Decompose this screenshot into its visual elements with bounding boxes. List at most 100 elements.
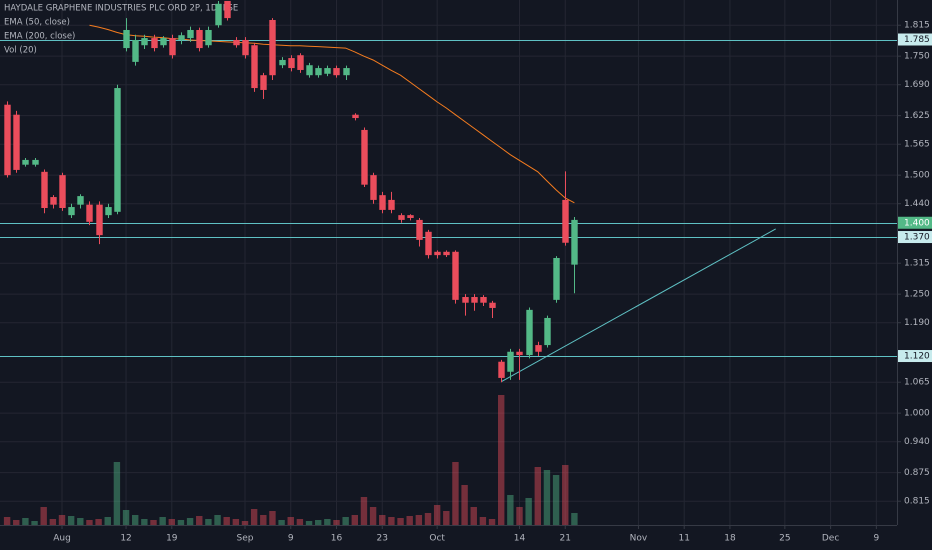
candle-body xyxy=(4,104,11,176)
candle-body xyxy=(516,351,523,356)
candle-body xyxy=(544,317,551,346)
volume-bar xyxy=(351,515,359,525)
volume-bar xyxy=(452,462,459,525)
level-label-box xyxy=(898,350,932,363)
candle-body xyxy=(224,0,231,19)
candle-body xyxy=(416,219,423,240)
x-tick-label: Aug xyxy=(53,534,71,544)
candle-body xyxy=(562,199,569,243)
volume-bar xyxy=(525,498,532,525)
candle-body xyxy=(151,38,158,49)
volume-bar xyxy=(388,517,395,525)
candle-body xyxy=(571,219,578,265)
candle-body xyxy=(553,257,560,300)
y-tick-label: 1.000 xyxy=(904,409,930,419)
level-label: 1.400 xyxy=(904,218,930,228)
volume-bar xyxy=(433,505,441,525)
candle-body xyxy=(13,114,20,170)
volume-bar xyxy=(214,515,221,525)
candle-body xyxy=(425,231,432,256)
candle-body xyxy=(398,215,405,220)
volume-bar xyxy=(424,513,432,525)
volume-bar xyxy=(479,517,487,525)
level-label: 1.785 xyxy=(904,35,930,45)
y-tick-label: 1.565 xyxy=(904,140,930,150)
candle-body xyxy=(86,204,93,222)
candle-body xyxy=(352,114,359,119)
volume-bar xyxy=(497,395,505,525)
volume-bar xyxy=(104,517,111,525)
candle-body xyxy=(22,159,29,165)
volume-bar xyxy=(461,485,468,525)
x-tick-label: 9 xyxy=(288,534,294,544)
candle-body xyxy=(59,175,66,209)
x-tick-label: 9 xyxy=(873,534,879,544)
x-tick-label: Sep xyxy=(237,534,254,544)
candle-body xyxy=(160,38,167,46)
y-tick-label: 1.440 xyxy=(904,199,930,209)
candle-body xyxy=(41,171,48,209)
volume-bar xyxy=(223,517,230,525)
y-tick-label: 1.690 xyxy=(904,80,930,90)
y-tick-label: 1.065 xyxy=(904,378,930,388)
candle-body xyxy=(462,297,469,303)
y-tick-label: 1.315 xyxy=(904,259,930,269)
volume-bar xyxy=(552,475,560,525)
volume-bar xyxy=(31,521,38,525)
volume-bar xyxy=(131,515,139,525)
candle-body xyxy=(187,29,194,39)
volume-bar xyxy=(287,517,294,525)
x-tick-label: Dec xyxy=(822,534,839,544)
candle-body xyxy=(489,302,496,308)
y-tick-label: 1.250 xyxy=(904,290,930,300)
candle-body xyxy=(205,29,212,46)
volume-bar xyxy=(324,519,331,525)
volume-bar xyxy=(49,519,57,525)
x-tick-label: 16 xyxy=(331,534,343,544)
candle-body xyxy=(434,251,441,256)
volume-bar xyxy=(333,520,340,525)
candle-body xyxy=(77,196,84,205)
candle-body xyxy=(169,38,176,56)
x-tick-label: 23 xyxy=(377,534,388,544)
volume-bar xyxy=(360,497,368,525)
volume-bar xyxy=(150,520,157,525)
candle-body xyxy=(297,55,304,70)
volume-bar xyxy=(516,507,523,525)
volume-bar xyxy=(122,510,130,525)
y-tick-label: 1.190 xyxy=(904,318,930,328)
volume-bar xyxy=(22,518,29,525)
y-tick-label: 1.750 xyxy=(904,52,930,62)
volume-bar xyxy=(177,520,185,525)
volume-bar xyxy=(379,515,386,525)
x-tick-label: 18 xyxy=(724,534,736,544)
indicator-legend[interactable]: Vol (20) xyxy=(4,46,37,56)
candle-body xyxy=(196,29,203,49)
volume-bar xyxy=(86,520,93,525)
volume-bar xyxy=(443,511,450,525)
indicator-legend[interactable]: EMA (50, close) xyxy=(4,18,70,28)
volume-bar xyxy=(40,507,47,525)
x-tick-label: 25 xyxy=(779,534,790,544)
candle-body xyxy=(215,3,222,26)
volume-bar xyxy=(488,519,496,525)
indicator-legend[interactable]: EMA (200, close) xyxy=(4,32,75,42)
candle-body xyxy=(123,29,130,49)
volume-bar xyxy=(369,507,377,525)
volume-bar xyxy=(250,509,258,525)
x-tick-label: Oct xyxy=(429,534,445,544)
candle-body xyxy=(480,297,487,303)
candle-body xyxy=(535,345,542,352)
candle-body xyxy=(68,207,75,216)
volume-bar xyxy=(507,495,514,525)
candle-body xyxy=(105,207,112,216)
candle-body xyxy=(343,68,350,76)
level-label-box xyxy=(898,231,932,244)
candle-body xyxy=(498,361,505,378)
candle-body xyxy=(361,129,368,185)
candle-body xyxy=(471,297,478,303)
y-tick-label: 0.875 xyxy=(904,468,930,478)
candle-body xyxy=(452,251,459,300)
volume-bar xyxy=(571,513,578,525)
candle-body xyxy=(306,65,313,76)
